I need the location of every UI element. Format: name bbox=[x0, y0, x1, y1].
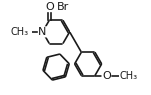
Text: CH₃: CH₃ bbox=[119, 71, 137, 81]
Text: N: N bbox=[38, 27, 47, 37]
Text: CH₃: CH₃ bbox=[11, 27, 29, 37]
Text: O: O bbox=[45, 2, 54, 12]
Text: Br: Br bbox=[57, 2, 69, 12]
Text: O: O bbox=[102, 71, 111, 81]
